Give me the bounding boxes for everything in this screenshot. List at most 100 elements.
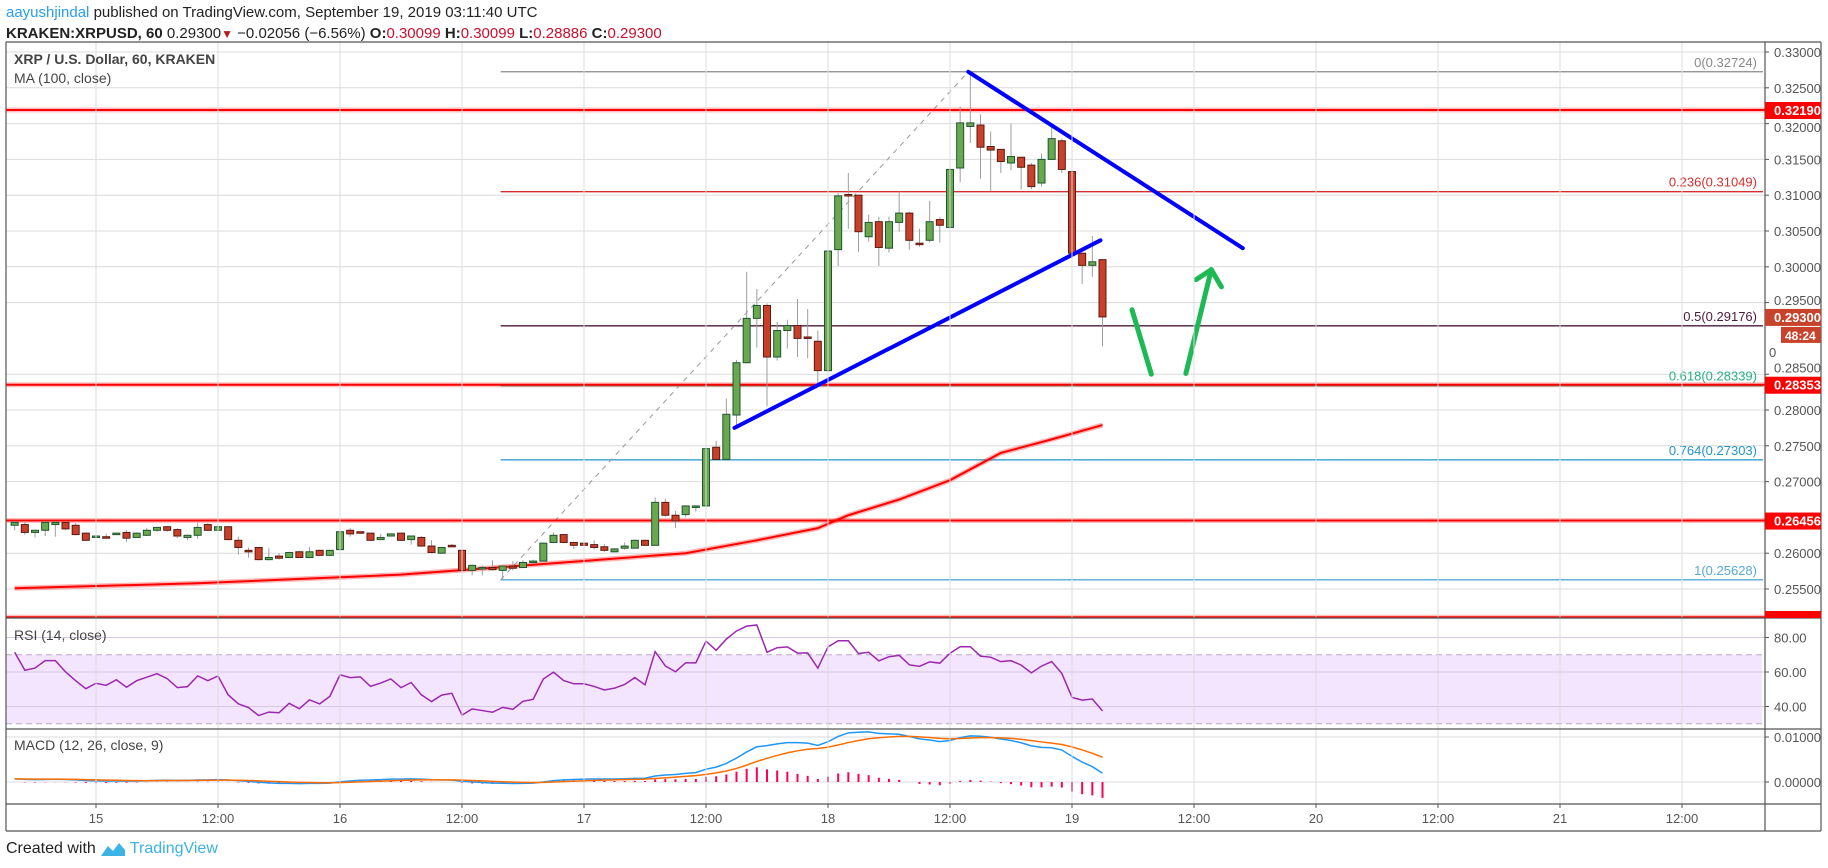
candle <box>773 321 782 361</box>
candle-body <box>956 122 965 169</box>
candle-body <box>569 541 578 546</box>
candle-body <box>1057 140 1066 170</box>
price-axis-label: 0.30000 <box>1774 260 1821 275</box>
candle-body <box>20 524 29 533</box>
candle-body <box>529 560 538 564</box>
candle-body <box>488 567 497 571</box>
rsi-band <box>6 654 1762 724</box>
candle <box>966 71 975 143</box>
candle <box>834 193 843 267</box>
low-value: 0.28886 <box>533 25 588 42</box>
candle <box>437 546 446 554</box>
candle-body <box>397 532 405 541</box>
candle-body <box>976 124 985 148</box>
candle-body <box>254 546 263 561</box>
price-axis-label: 0.31000 <box>1774 188 1821 203</box>
candle-body <box>1007 156 1015 164</box>
support-price-badge-bg <box>1765 376 1821 394</box>
candle-body <box>427 545 436 553</box>
green-arrow-stroke <box>1129 307 1154 377</box>
fib-level-label: 0.764(0.27303) <box>1669 443 1757 458</box>
candle-body <box>1078 252 1087 266</box>
candle <box>996 148 1005 174</box>
candle <box>315 549 324 557</box>
candle-body <box>498 565 507 571</box>
candle-body <box>61 521 70 530</box>
candle <box>925 200 934 243</box>
candle <box>895 191 904 232</box>
candle-body <box>275 555 283 559</box>
candle-body <box>407 535 416 541</box>
candle <box>1047 125 1056 161</box>
support-price-badge: 0.32190 <box>1765 101 1821 119</box>
candle-body <box>31 529 39 533</box>
tradingview-link[interactable]: TradingView <box>129 840 218 857</box>
candle-body <box>41 521 50 531</box>
candle <box>915 228 924 247</box>
close-label: C: <box>591 25 608 42</box>
candle-body <box>122 531 131 539</box>
candle-body <box>935 219 944 226</box>
price-axis-label: 0.32500 <box>1774 81 1821 96</box>
chart-title: XRP / U.S. Dollar, 60, KRAKEN <box>14 51 216 67</box>
support-price-badge-text: 0.26456 <box>1774 514 1821 529</box>
candle <box>1027 162 1036 190</box>
candle-body <box>996 148 1005 163</box>
candle-body <box>915 242 924 246</box>
candle-body <box>1098 259 1107 318</box>
candle <box>1037 153 1046 187</box>
candle <box>386 533 395 537</box>
candle <box>31 529 39 538</box>
fib-level-label: 0.5(0.29176) <box>1683 309 1757 324</box>
candle <box>691 505 700 512</box>
candle-body <box>417 536 426 547</box>
candle-body <box>773 330 782 358</box>
candle-body <box>905 212 914 241</box>
candle-body <box>132 532 141 538</box>
candle-body <box>742 317 751 364</box>
candle-body <box>1047 138 1056 160</box>
candle-body <box>264 556 273 561</box>
candle-body <box>1088 261 1097 266</box>
candle-body <box>986 146 995 151</box>
price-axis-label: 0.32000 <box>1774 120 1821 135</box>
candle <box>844 173 853 229</box>
candle <box>122 530 131 542</box>
rsi-pane <box>6 624 1765 725</box>
rsi-axis-label: 40.00 <box>1774 700 1807 715</box>
created-with-text: Created with <box>6 840 96 857</box>
candle-body <box>234 539 243 548</box>
price-axis-label: 0 <box>1769 345 1776 360</box>
time-axis-label: 12:00 <box>690 811 723 826</box>
support-price-badge-bg <box>1765 512 1821 530</box>
macd-legend: MACD (12, 26, close, 9) <box>14 737 164 753</box>
fib-level-label: 0.236(0.31049) <box>1669 175 1757 190</box>
candle <box>153 526 161 532</box>
candle <box>285 551 294 559</box>
candle <box>854 194 863 252</box>
ma-line <box>14 424 1103 590</box>
candle <box>1017 156 1026 190</box>
candle <box>813 330 822 385</box>
countdown-text: 48:24 <box>1785 329 1816 343</box>
last-price-badge-bg <box>1765 308 1821 326</box>
candle <box>885 216 893 253</box>
candle <box>569 541 578 549</box>
candle <box>132 532 141 538</box>
time-axis-label: 17 <box>577 811 591 826</box>
candle <box>488 560 497 571</box>
candle-body <box>153 526 161 531</box>
candle-body <box>81 532 90 541</box>
candle-body <box>752 304 761 319</box>
candle <box>142 528 151 537</box>
candle <box>234 536 243 555</box>
candle-body <box>1027 164 1036 188</box>
author-link[interactable]: aayushjindal <box>6 4 90 21</box>
candle-body <box>874 221 883 248</box>
candle <box>559 533 568 544</box>
time-axis-label: 15 <box>89 811 103 826</box>
symbol-info: KRAKEN:XRPUSD, 60 0.29300▼ −0.02056 (−6.… <box>6 25 662 42</box>
candle-body <box>1037 158 1046 184</box>
candle <box>244 547 253 558</box>
